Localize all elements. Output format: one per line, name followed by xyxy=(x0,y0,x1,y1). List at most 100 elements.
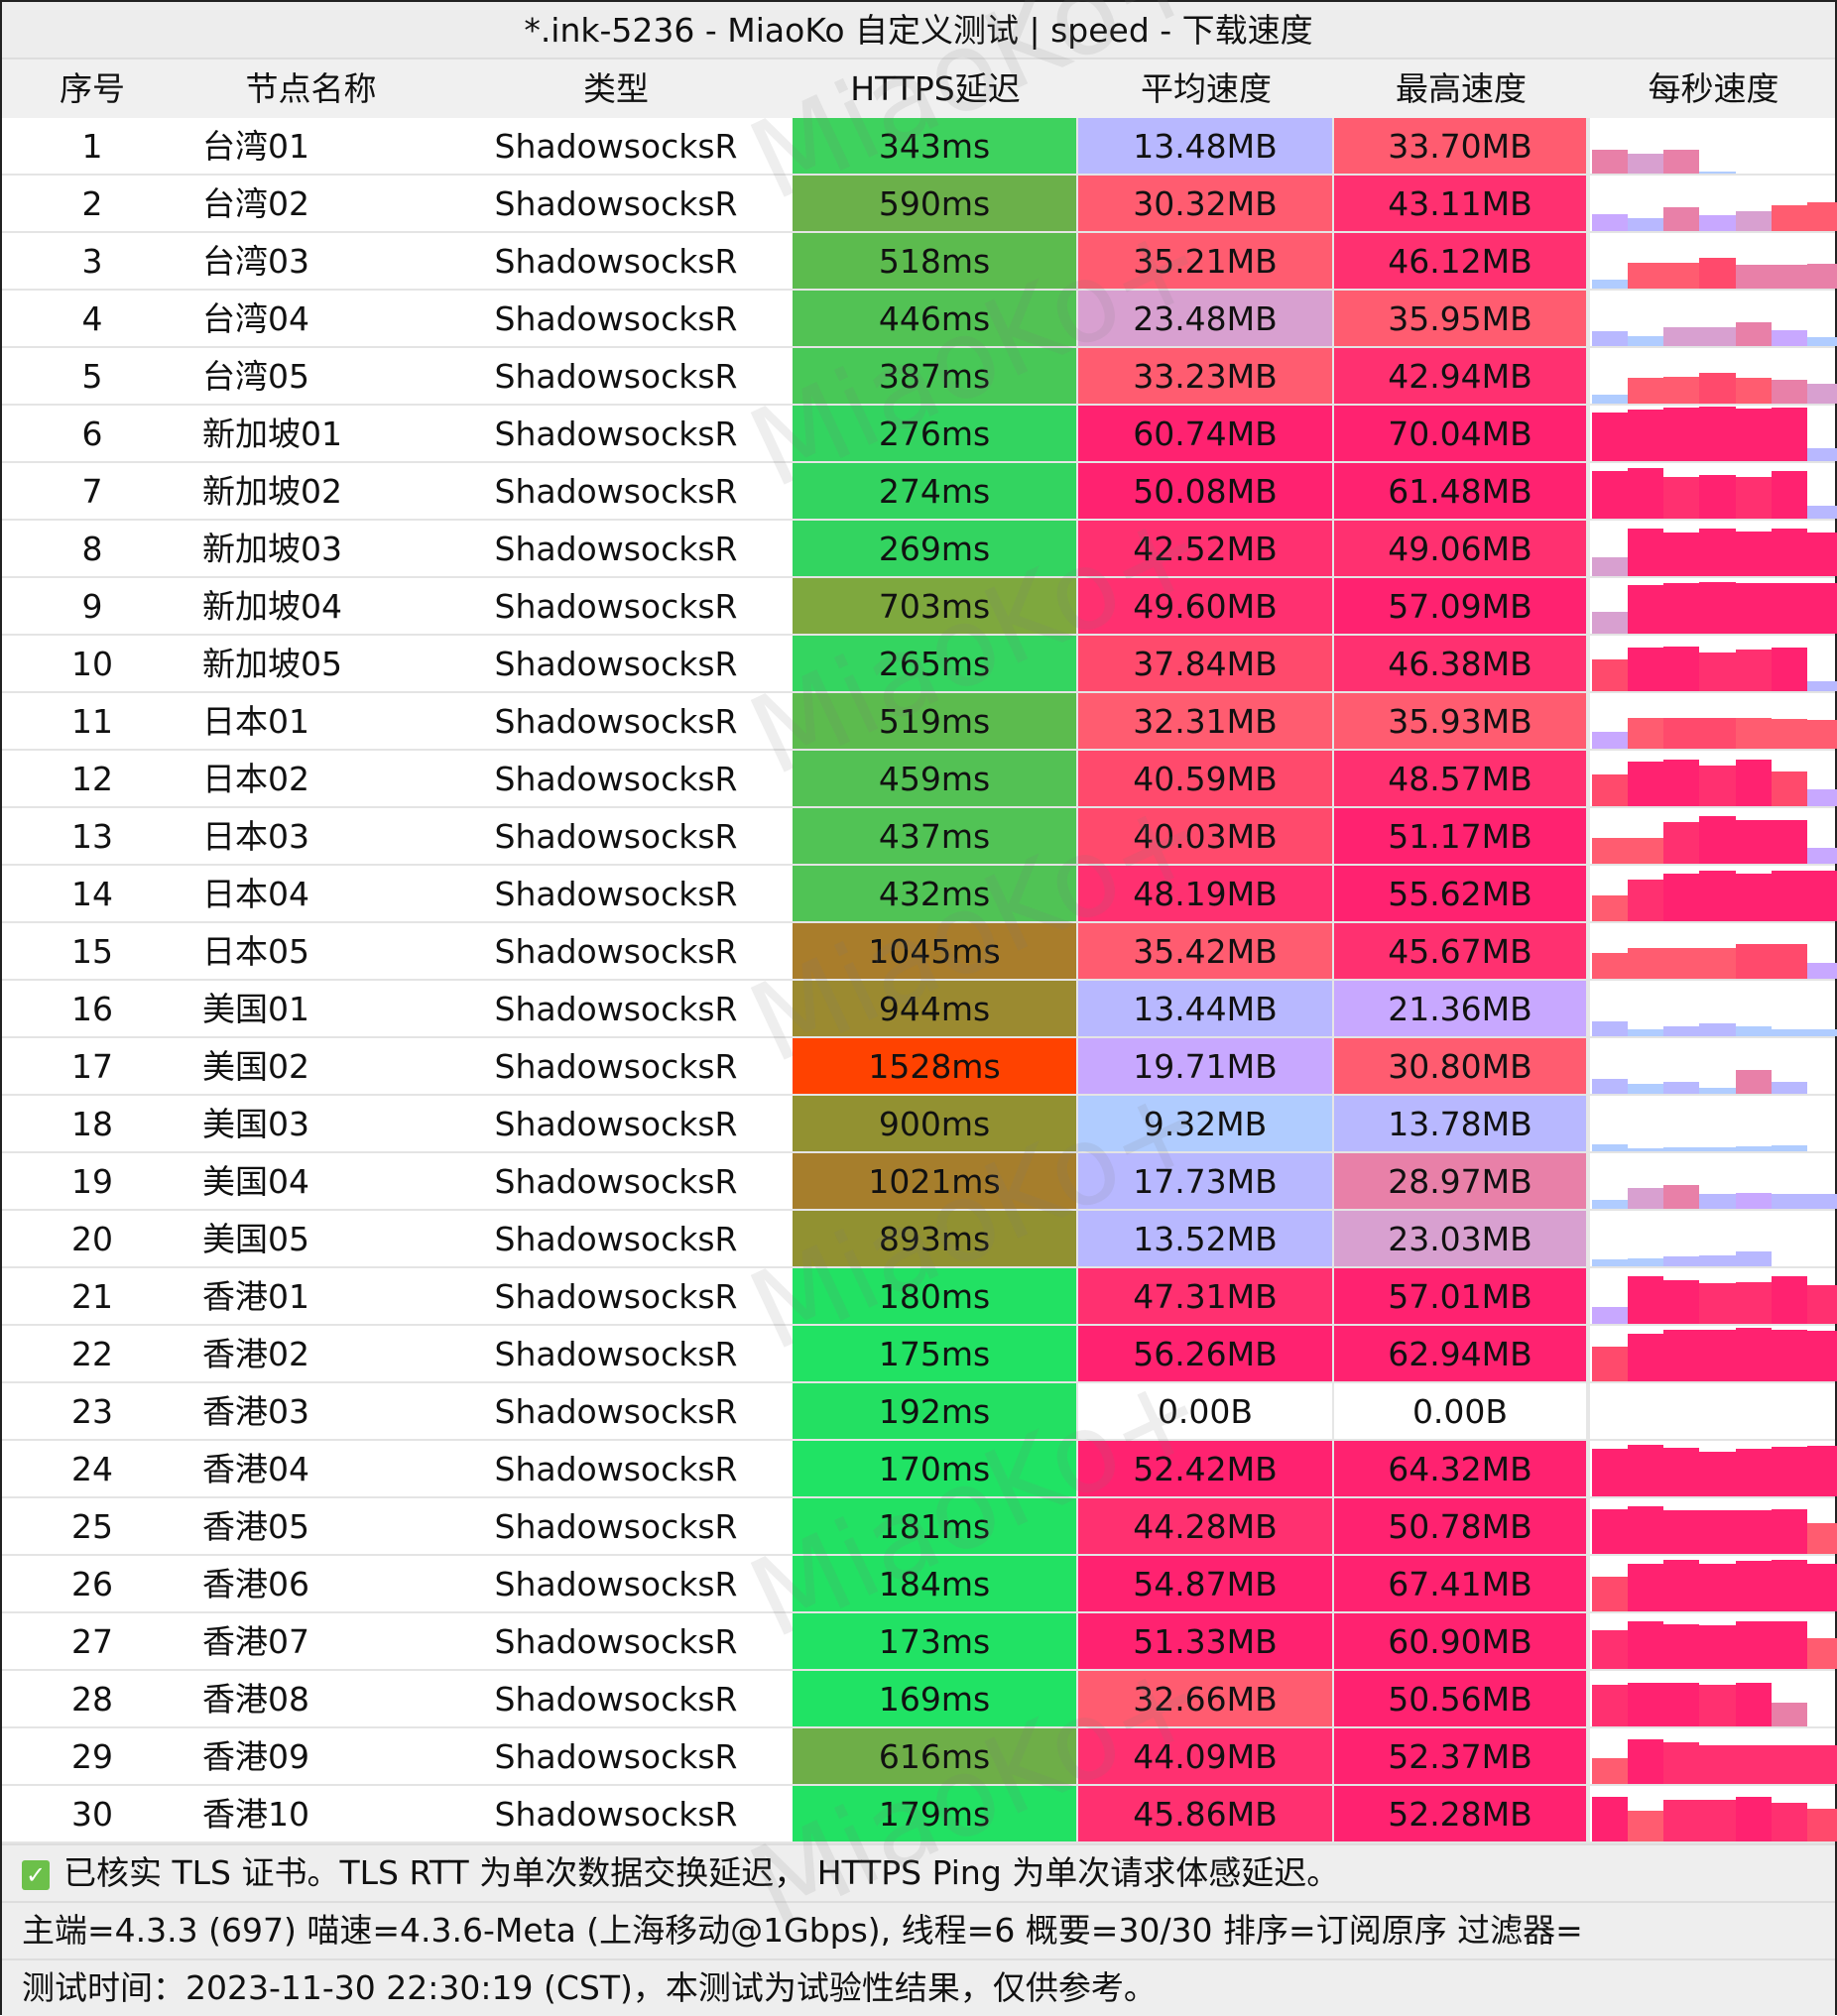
avg-speed: 17.73MB xyxy=(1078,1153,1334,1209)
speed-bar xyxy=(1592,952,1629,979)
https-latency: 590ms xyxy=(793,176,1078,231)
speed-bar xyxy=(1592,395,1629,404)
node-name: 新加坡01 xyxy=(202,415,342,453)
table-row[interactable]: 4 台湾04 ShadowsocksR 446ms 23.48MB 35.95MB xyxy=(2,291,1837,348)
table-row[interactable]: 20 美国05 ShadowsocksR 893ms 13.52MB 23.03MB xyxy=(2,1211,1835,1268)
table-row[interactable]: 22 香港02 ShadowsocksR 175ms 56.26MB 62.94MB xyxy=(2,1326,1837,1383)
speed-bar xyxy=(1663,1329,1700,1381)
header-node-name[interactable]: 节点名称 xyxy=(245,69,377,108)
speed-bar xyxy=(1806,1284,1837,1324)
table-row[interactable]: 15 日本05 ShadowsocksR 1045ms 35.42MB 45.67MB xyxy=(2,923,1837,981)
table-row[interactable]: 14 日本04 ShadowsocksR 432ms 48.19MB 55.62MB xyxy=(2,866,1837,923)
speed-bar xyxy=(1806,871,1837,921)
row-index: 18 xyxy=(71,1105,113,1143)
node-name: 美国05 xyxy=(202,1220,309,1258)
speed-bar xyxy=(1699,372,1736,404)
header-avg-speed[interactable]: 平均速度 xyxy=(1141,69,1272,108)
table-row[interactable]: 25 香港05 ShadowsocksR 181ms 44.28MB 50.78MB xyxy=(2,1498,1837,1556)
table-row[interactable]: 11 日本01 ShadowsocksR 519ms 32.31MB 35.93MB xyxy=(2,693,1837,751)
speed-bar xyxy=(1806,1194,1837,1209)
table-row[interactable]: 21 香港01 ShadowsocksR 180ms 47.31MB 57.01MB xyxy=(2,1268,1837,1326)
header-https-latency[interactable]: HTTPS延迟 xyxy=(850,69,1021,108)
table-row[interactable]: 8 新加坡03 ShadowsocksR 269ms 42.52MB 49.06MB xyxy=(2,521,1837,578)
speed-bar xyxy=(1628,948,1664,979)
table-row[interactable]: 17 美国02 ShadowsocksR 1528ms 19.71MB 30.80MB xyxy=(2,1038,1835,1096)
speed-bar xyxy=(1735,1282,1772,1324)
table-row[interactable]: 10 新加坡05 ShadowsocksR 265ms 37.84MB 46.38MB xyxy=(2,636,1837,693)
speed-bar xyxy=(1592,280,1629,289)
speed-bar xyxy=(1628,528,1664,576)
per-second-speed-chart xyxy=(1588,1096,1837,1151)
table-row[interactable]: 2 台湾02 ShadowsocksR 590ms 30.32MB 43.11MB xyxy=(2,176,1837,233)
speed-bar xyxy=(1806,1808,1837,1841)
speed-bar xyxy=(1771,871,1807,921)
speed-bar xyxy=(1771,204,1807,231)
speed-bar xyxy=(1735,1510,1772,1554)
row-index: 13 xyxy=(71,817,113,856)
https-latency: 518ms xyxy=(793,233,1078,289)
table-row[interactable]: 27 香港07 ShadowsocksR 173ms 51.33MB 60.90MB xyxy=(2,1613,1837,1671)
table-row[interactable]: 16 美国01 ShadowsocksR 944ms 13.44MB 21.36MB xyxy=(2,981,1837,1038)
speed-bar xyxy=(1735,477,1772,519)
table-row[interactable]: 3 台湾03 ShadowsocksR 518ms 35.21MB 46.12MB xyxy=(2,233,1837,291)
speed-bar xyxy=(1592,1796,1629,1841)
node-name: 台湾05 xyxy=(202,357,309,396)
table-row[interactable]: 28 香港08 ShadowsocksR 169ms 32.66MB 50.56MB xyxy=(2,1671,1835,1728)
avg-speed: 13.52MB xyxy=(1078,1211,1334,1266)
speed-bar xyxy=(1735,1744,1772,1784)
table-row[interactable]: 26 香港06 ShadowsocksR 184ms 54.87MB 67.41MB xyxy=(2,1556,1837,1613)
node-type: ShadowsocksR xyxy=(494,875,738,913)
avg-speed: 47.31MB xyxy=(1078,1268,1334,1324)
table-row[interactable]: 24 香港04 ShadowsocksR 170ms 52.42MB 64.32MB xyxy=(2,1441,1837,1498)
node-type: ShadowsocksR xyxy=(494,1105,738,1143)
header-type[interactable]: 类型 xyxy=(583,69,649,108)
speed-bar xyxy=(1771,1744,1807,1784)
table-row[interactable]: 18 美国03 ShadowsocksR 900ms 9.32MB 13.78MB xyxy=(2,1096,1835,1153)
speed-bar xyxy=(1628,1738,1664,1784)
speed-bar xyxy=(1628,1683,1664,1726)
speed-bar xyxy=(1592,149,1629,174)
avg-speed: 13.44MB xyxy=(1078,981,1334,1036)
node-type: ShadowsocksR xyxy=(494,184,738,223)
avg-speed: 32.31MB xyxy=(1078,693,1334,749)
header-index[interactable]: 序号 xyxy=(60,69,125,108)
speed-bar xyxy=(1663,1146,1700,1151)
node-name: 香港03 xyxy=(202,1392,309,1431)
speed-bar xyxy=(1735,1561,1772,1611)
header-per-second-speed[interactable]: 每秒速度 xyxy=(1648,69,1779,108)
speed-bar xyxy=(1735,210,1772,231)
node-type: ShadowsocksR xyxy=(494,990,738,1028)
table-row[interactable]: 23 香港03 ShadowsocksR 192ms 0.00B 0.00B xyxy=(2,1383,1835,1441)
table-row[interactable]: 1 台湾01 ShadowsocksR 343ms 13.48MB 33.70MB xyxy=(2,118,1835,176)
speed-bar xyxy=(1735,1145,1772,1151)
table-row[interactable]: 12 日本02 ShadowsocksR 459ms 40.59MB 48.57MB xyxy=(2,751,1837,808)
https-latency: 519ms xyxy=(793,693,1078,749)
speed-bar xyxy=(1771,719,1807,749)
speed-bar xyxy=(1735,1193,1772,1209)
table-row[interactable]: 19 美国04 ShadowsocksR 1021ms 17.73MB 28.97MB xyxy=(2,1153,1837,1211)
node-type: ShadowsocksR xyxy=(494,817,738,856)
row-index: 6 xyxy=(81,415,103,453)
speed-bar xyxy=(1663,1025,1700,1036)
table-row[interactable]: 9 新加坡04 ShadowsocksR 703ms 49.60MB 57.09MB xyxy=(2,578,1837,636)
per-second-speed-chart xyxy=(1588,636,1837,691)
speed-bar xyxy=(1771,528,1807,576)
speed-bar xyxy=(1771,1447,1807,1496)
table-row[interactable]: 7 新加坡02 ShadowsocksR 274ms 50.08MB 61.48MB xyxy=(2,463,1837,521)
table-row[interactable]: 5 台湾05 ShadowsocksR 387ms 33.23MB 42.94MB xyxy=(2,348,1837,406)
node-type: ShadowsocksR xyxy=(494,587,738,626)
table-row[interactable]: 6 新加坡01 ShadowsocksR 276ms 60.74MB 70.04MB xyxy=(2,406,1837,463)
table-row[interactable]: 30 香港10 ShadowsocksR 179ms 45.86MB 52.28MB xyxy=(2,1786,1837,1843)
header-max-speed[interactable]: 最高速度 xyxy=(1396,69,1527,108)
speed-bar xyxy=(1735,1683,1772,1726)
table-row[interactable]: 29 香港09 ShadowsocksR 616ms 44.09MB 52.37MB xyxy=(2,1728,1837,1786)
max-speed: 49.06MB xyxy=(1334,521,1588,576)
speed-bar xyxy=(1699,1329,1736,1381)
node-type: ShadowsocksR xyxy=(494,472,738,511)
node-type: ShadowsocksR xyxy=(494,1277,738,1316)
speed-bar xyxy=(1699,1146,1736,1151)
speed-bar xyxy=(1663,1185,1700,1209)
speed-bar xyxy=(1735,1620,1772,1669)
table-row[interactable]: 13 日本03 ShadowsocksR 437ms 40.03MB 51.17MB xyxy=(2,808,1837,866)
node-type: ShadowsocksR xyxy=(494,357,738,396)
